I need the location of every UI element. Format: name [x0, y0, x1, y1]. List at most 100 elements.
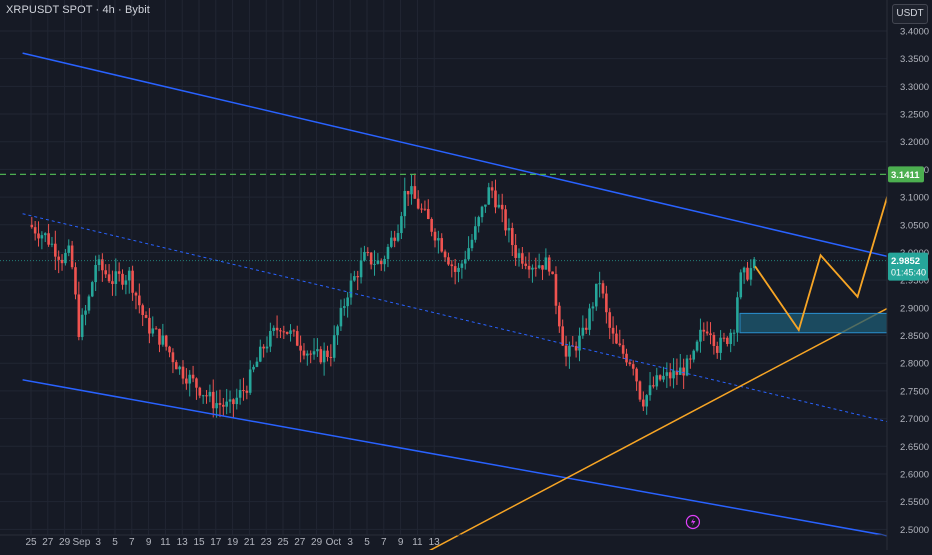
candle-body	[144, 314, 148, 318]
candle-body	[500, 204, 504, 210]
candle-body	[134, 292, 138, 296]
candle-body	[272, 327, 276, 331]
candle-body	[279, 330, 282, 332]
symbol-header[interactable]: XRPUSDT SPOT · 4h · Bybit	[6, 4, 150, 16]
candle-body	[591, 306, 595, 309]
y-tick-label: 2.7000	[900, 414, 929, 425]
candle-body	[611, 327, 615, 334]
candle-body	[336, 326, 339, 336]
candle-body	[84, 310, 87, 315]
x-tick-label: 13	[177, 537, 189, 548]
candle-body	[111, 281, 114, 284]
candle-body	[37, 233, 40, 239]
candle-body	[413, 186, 417, 199]
candle-body	[568, 345, 571, 357]
candle-body	[662, 375, 665, 380]
candle-body	[80, 314, 84, 337]
candle-body	[131, 270, 134, 293]
candle-body	[601, 283, 605, 294]
x-tick-label: 25	[25, 537, 37, 548]
candle-body	[581, 327, 585, 336]
x-tick-label: 27	[42, 537, 54, 548]
candle-body	[383, 258, 386, 265]
candle-body	[400, 216, 403, 234]
candle-body	[60, 259, 64, 264]
candle-body	[682, 367, 685, 376]
candle-body	[87, 296, 91, 311]
candle-body	[675, 370, 679, 375]
candle-body	[373, 263, 376, 265]
candle-body	[104, 270, 108, 275]
candle-body	[719, 337, 722, 353]
candle-body	[57, 256, 60, 260]
candle-body	[174, 362, 178, 370]
candle-body	[97, 259, 101, 266]
candle-body	[638, 381, 642, 400]
candle-body	[238, 390, 242, 398]
y-tick-label: 3.1000	[900, 193, 929, 204]
candle-body	[77, 294, 81, 337]
x-tick-label: 7	[129, 537, 135, 548]
candle-body	[605, 293, 608, 313]
candle-body	[309, 353, 312, 355]
candle-body	[437, 238, 440, 241]
candle-body	[258, 346, 262, 362]
candle-body	[726, 337, 729, 344]
candle-body	[54, 243, 57, 257]
candle-body	[208, 391, 212, 397]
candle-body	[668, 372, 672, 379]
countdown-label: 01:45:40	[891, 268, 926, 278]
candle-body	[430, 219, 433, 232]
candle-body	[289, 330, 292, 334]
candle-body	[242, 390, 245, 392]
candle-body	[353, 276, 356, 281]
candle-body	[228, 399, 232, 402]
candle-body	[406, 190, 410, 195]
y-tick-label: 2.8500	[900, 331, 929, 342]
y-tick-label: 2.9500	[900, 276, 929, 287]
candle-body	[151, 328, 155, 334]
candle-body	[420, 208, 423, 210]
candle-body	[43, 233, 47, 236]
currency-button[interactable]: USDT	[892, 4, 928, 24]
candle-body	[544, 257, 548, 270]
candle-body	[433, 231, 437, 241]
projection-path	[754, 178, 893, 333]
candle-body	[554, 274, 558, 306]
candle-body	[168, 346, 171, 353]
candle-body	[648, 385, 652, 396]
candle-body	[752, 259, 756, 269]
candle-body	[631, 364, 635, 369]
candle-body	[245, 390, 249, 393]
candle-body	[524, 263, 528, 266]
candle-body	[178, 366, 181, 370]
candle-body	[30, 224, 34, 228]
candle-body	[588, 308, 591, 330]
candle-body	[453, 266, 457, 272]
candle-body	[440, 238, 444, 252]
candle-body	[359, 260, 363, 278]
candle-body	[460, 263, 464, 268]
candle-body	[480, 206, 484, 218]
candle-body	[584, 327, 588, 330]
candle-body	[736, 297, 739, 333]
candle-body	[712, 334, 716, 346]
candle-body	[537, 265, 541, 268]
candle-body	[292, 330, 296, 332]
candle-body	[70, 245, 74, 268]
x-tick-label: 17	[210, 537, 222, 548]
candle-body	[269, 330, 272, 347]
candle-body	[349, 280, 353, 298]
candle-body	[74, 267, 77, 295]
candle-body	[608, 312, 612, 328]
candle-body	[594, 283, 598, 307]
candle-body	[101, 259, 104, 271]
y-tick-label: 2.7500	[900, 386, 929, 397]
y-tick-label: 3.4000	[900, 27, 929, 38]
candle-body	[319, 349, 323, 363]
candle-body	[739, 272, 743, 298]
candle-body	[410, 186, 413, 195]
candle-body	[265, 346, 269, 349]
